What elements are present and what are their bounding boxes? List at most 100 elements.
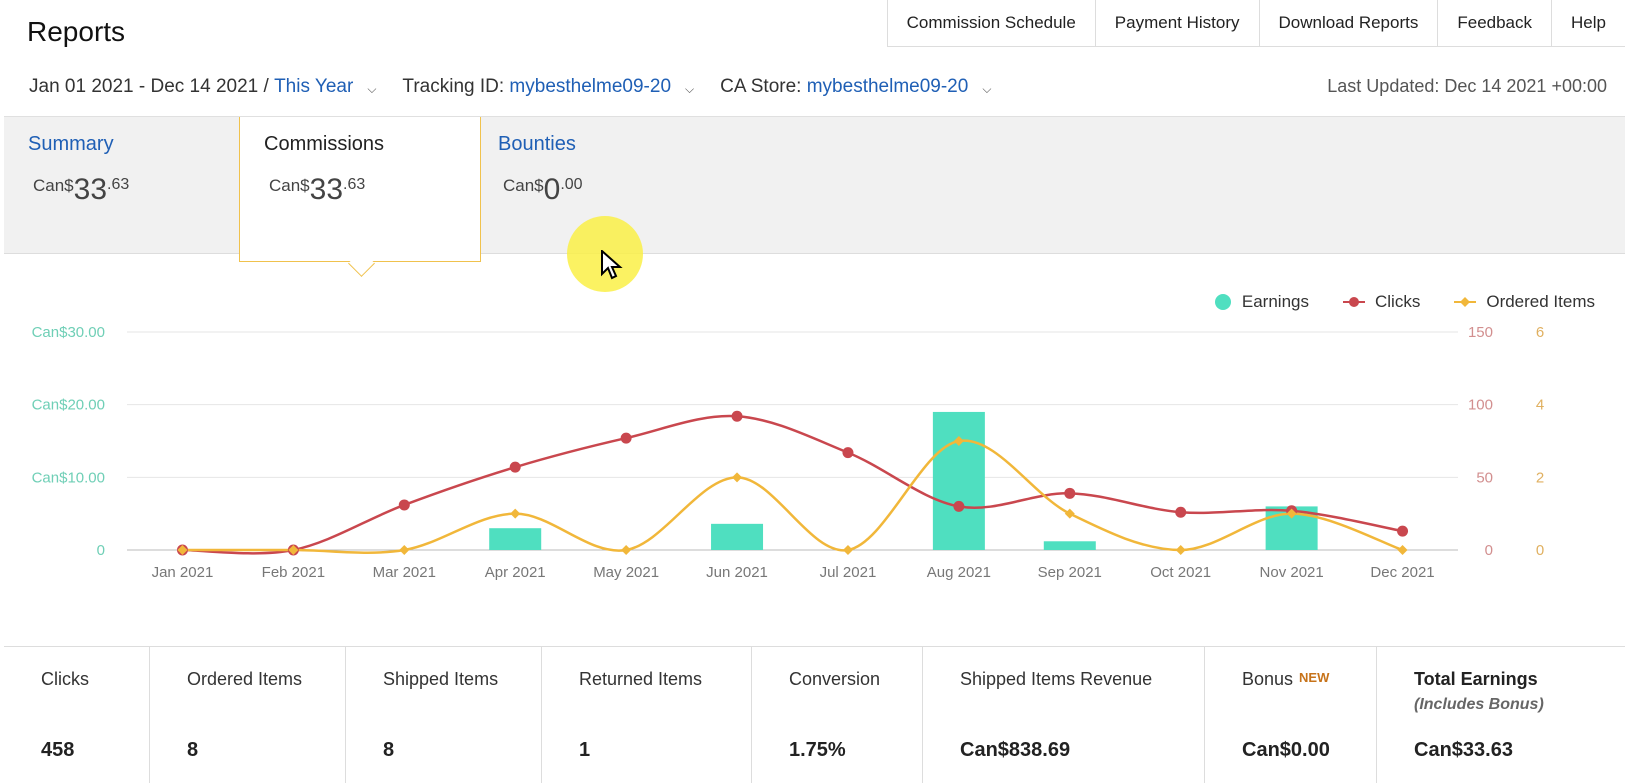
- stat-value: 458: [41, 739, 75, 761]
- stat-conversion: Conversion 1.75%: [752, 647, 923, 783]
- stat-ordered-items: Ordered Items 8: [150, 647, 346, 783]
- summary-amount: Can$33.63: [33, 173, 130, 206]
- x-tick-label: Nov 2021: [1260, 564, 1324, 581]
- stat-value: Can$0.00: [1242, 739, 1330, 761]
- payment-history-button[interactable]: Payment History: [1096, 0, 1260, 46]
- stat-label: Bonus NEW: [1242, 669, 1330, 689]
- help-button[interactable]: Help: [1571, 13, 1606, 32]
- y-tick-label-right-clicks: 50: [1476, 469, 1493, 486]
- stat-value: Can$838.69: [960, 739, 1071, 761]
- stat-clicks: Clicks 458: [4, 647, 150, 783]
- x-tick-label: Aug 2021: [927, 564, 991, 581]
- x-tick-label: Oct 2021: [1150, 564, 1211, 581]
- feedback-button[interactable]: Feedback: [1438, 0, 1553, 46]
- ordered-items-point: [510, 508, 521, 519]
- stat-total-earnings: Total Earnings (Includes Bonus) Can$33.6…: [1377, 647, 1625, 783]
- tracking-id-label: Tracking ID:: [402, 76, 505, 97]
- ordered-items-point: [953, 436, 964, 446]
- stat-returned-items: Returned Items 1: [542, 647, 752, 783]
- download-reports-button[interactable]: Download Reports: [1260, 0, 1439, 46]
- ordered-items-point: [1175, 545, 1186, 555]
- page-title: Reports: [27, 16, 126, 47]
- chart-legend: Earnings Clicks Ordered Items: [1180, 292, 1595, 312]
- report-tabs: Summary Can$33.63 Commissions Can$33.63 …: [4, 116, 1625, 277]
- clicks-point: [1175, 506, 1187, 518]
- store-label: CA Store:: [720, 76, 802, 97]
- clicks-point: [842, 447, 854, 459]
- commissions-amount: Can$33.63: [269, 173, 366, 206]
- stat-value: 8: [383, 739, 395, 761]
- tracking-id-dropdown[interactable]: mybesthelme09-20: [509, 76, 672, 97]
- x-tick-label: Dec 2021: [1370, 564, 1434, 581]
- tab-bounties-label: Bounties: [498, 133, 576, 155]
- legend-clicks-label: Clicks: [1375, 292, 1421, 311]
- commission-schedule-button[interactable]: Commission Schedule: [888, 0, 1096, 46]
- ordered-items-point: [621, 545, 632, 555]
- line-marker-icon: [1454, 297, 1477, 307]
- chevron-down-icon[interactable]: ⌵: [685, 81, 695, 96]
- store-dropdown[interactable]: mybesthelme09-20: [806, 76, 969, 97]
- clicks-point: [509, 461, 521, 473]
- last-updated-text: Last Updated: Dec 14 2021 +00:00: [1327, 76, 1607, 96]
- ordered-items-point: [732, 472, 743, 483]
- x-tick-label: Jun 2021: [706, 564, 768, 581]
- clicks-point: [953, 500, 965, 512]
- clicks-line: [182, 414, 1403, 555]
- earnings-chart: 0 0 0 Can$10.00 50 2 Can$20.00 100 4 Can$30.00 150…: [32, 324, 1545, 581]
- ordered-items-point: [1286, 508, 1297, 519]
- x-tick-label: Feb 2021: [262, 564, 325, 581]
- top-navigation: Commission Schedule Payment History Down…: [886, 0, 1625, 47]
- legend-ordered-items-label: Ordered Items: [1486, 292, 1595, 311]
- legend-clicks[interactable]: Clicks: [1343, 292, 1420, 312]
- filter-bar: Jan 01 2021 - Dec 14 2021 / This Year ⌵ …: [29, 76, 1017, 98]
- earnings-bar: [1043, 541, 1096, 550]
- ordered-items-point: [842, 545, 853, 555]
- y-tick-label-right-ordered: 2: [1536, 469, 1544, 486]
- stat-label: Returned Items: [579, 669, 703, 689]
- chevron-down-icon[interactable]: ⌵: [982, 81, 992, 96]
- ordered-items-point: [1397, 545, 1408, 555]
- tab-summary[interactable]: Summary Can$33.63: [4, 117, 244, 253]
- active-tab-pointer: [348, 250, 375, 277]
- earnings-bar: [489, 528, 542, 550]
- stat-bonus: Bonus NEW Can$0.00: [1205, 647, 1377, 783]
- circle-icon: [1214, 294, 1231, 310]
- y-tick-label-left: Can$20.00: [32, 397, 105, 414]
- clicks-point: [1397, 525, 1409, 537]
- ordered-items-point: [399, 545, 410, 555]
- clicks-point: [731, 410, 743, 422]
- x-tick-label: Jan 2021: [152, 564, 214, 581]
- bounties-amount: Can$0.00: [503, 173, 583, 206]
- stat-shipped-revenue: Shipped Items Revenue Can$838.69: [923, 647, 1205, 783]
- stat-label: Total Earnings: [1414, 669, 1538, 689]
- clicks-point: [620, 432, 632, 444]
- tab-commissions[interactable]: Commissions Can$33.63: [239, 117, 481, 277]
- stat-value: Can$33.63: [1414, 739, 1513, 761]
- clicks-point: [398, 499, 410, 511]
- period-dropdown[interactable]: This Year: [274, 76, 354, 97]
- line-marker-icon: [1343, 297, 1365, 307]
- legend-ordered-items[interactable]: Ordered Items: [1454, 292, 1595, 312]
- legend-earnings[interactable]: Earnings: [1214, 292, 1309, 312]
- x-tick-label: Sep 2021: [1038, 564, 1102, 581]
- y-tick-label-left: Can$30.00: [32, 324, 105, 341]
- legend-earnings-label: Earnings: [1241, 292, 1309, 311]
- y-tick-label-right-ordered: 0: [1536, 542, 1544, 559]
- x-tick-label: Mar 2021: [373, 564, 436, 581]
- y-tick-label-right-ordered: 6: [1536, 324, 1544, 341]
- stats-row: Clicks 458 Ordered Items 8 Shipped Items…: [4, 646, 1625, 783]
- tab-bounties[interactable]: Bounties Can$0.00: [474, 117, 714, 253]
- y-tick-label-right-clicks: 100: [1468, 397, 1493, 414]
- ordered-items-point: [288, 545, 299, 555]
- x-tick-label: May 2021: [593, 564, 659, 581]
- mouse-pointer-icon: [601, 250, 623, 280]
- stat-shipped-items: Shipped Items 8: [346, 647, 542, 783]
- stat-value: 1.75%: [789, 739, 846, 761]
- y-tick-label-left: 0: [97, 542, 105, 559]
- y-tick-label-left: Can$10.00: [32, 469, 105, 486]
- y-tick-label-right-ordered: 4: [1536, 397, 1544, 414]
- stat-label: Clicks: [41, 669, 89, 689]
- stat-label: Ordered Items: [187, 669, 303, 689]
- y-tick-label-right-clicks: 0: [1485, 542, 1493, 559]
- chevron-down-icon[interactable]: ⌵: [367, 81, 377, 96]
